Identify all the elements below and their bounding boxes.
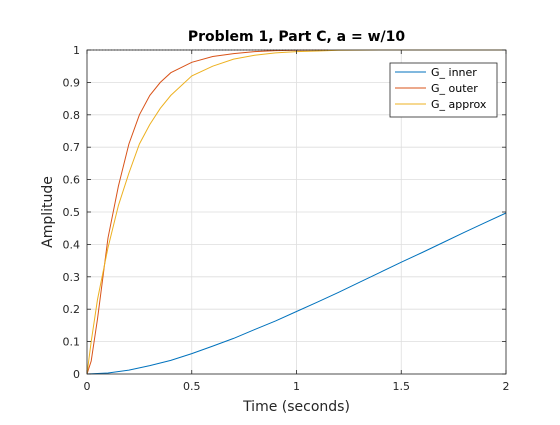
series-line-1	[86, 212, 507, 375]
chart-title: Problem 1, Part C, a = w/10	[188, 29, 405, 45]
y-tick-label: 0.1	[63, 336, 81, 349]
legend-label: G_ inner	[431, 66, 477, 79]
x-tick-label: 0.5	[183, 380, 201, 393]
y-tick-label: 0.2	[63, 303, 81, 316]
y-tick-label: 0.5	[63, 206, 81, 219]
x-tick-label: 1	[293, 380, 300, 393]
legend-label: G_ outer	[431, 82, 478, 95]
x-tick-label: 0	[84, 380, 91, 393]
legend: G_ inner G_ outer G_ approx	[389, 62, 498, 118]
y-tick-label: 1	[73, 44, 80, 57]
legend-label: G_ approx	[431, 98, 487, 111]
y-tick-label: 0.6	[63, 174, 81, 187]
y-tick-label: 0.8	[63, 109, 81, 122]
x-tick-label: 1.5	[393, 380, 411, 393]
x-axis-label: Time (seconds)	[242, 399, 350, 415]
y-tick-label: 0.7	[63, 141, 81, 154]
y-tick-label: 0	[73, 368, 80, 381]
y-axis-label: Amplitude	[40, 176, 56, 248]
y-tick-label: 0.3	[63, 271, 81, 284]
y-tick-label: 0.9	[63, 76, 81, 89]
y-tick-label: 0.4	[63, 238, 81, 251]
ticks-layer: 0 0.5 1 1.5 2 0 0.1 0.2 0.3 0.4 0.5 0.6 0.7 0.8 0.9 1	[63, 44, 510, 393]
x-tick-label: 2	[503, 380, 510, 393]
